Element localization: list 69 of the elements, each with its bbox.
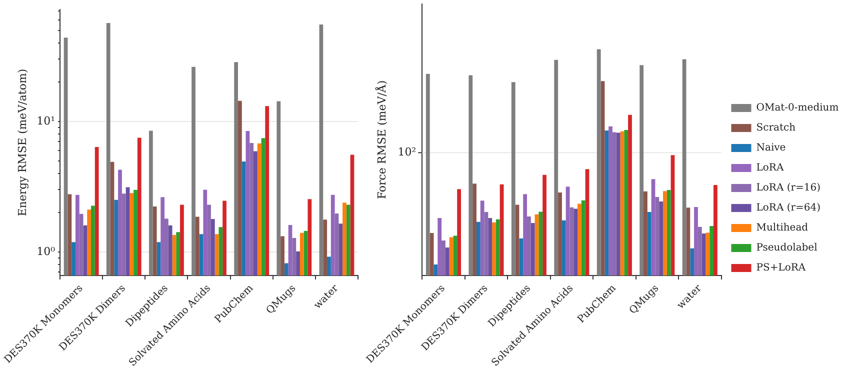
bar [686,208,690,276]
bar [492,222,496,276]
bar [426,74,430,276]
bar [523,194,527,276]
bar [596,49,601,276]
bar [624,130,628,276]
bar [457,189,461,276]
bar [578,204,582,276]
bar [706,232,710,276]
bar [558,192,562,276]
bar [620,131,624,276]
text: 10² [398,146,416,159]
bar [616,132,620,276]
bar [430,232,434,276]
bar [647,212,652,276]
legend-label: LoRA [756,162,784,174]
bar [702,233,706,276]
bar [554,60,558,276]
bar [581,200,586,276]
bar [682,59,686,276]
bar [511,82,516,276]
bar [472,184,476,276]
y-axis-title: Energy RMSE (meV/atom) [16,68,29,216]
legend-label: LoRA (r=16) [756,182,821,194]
bar [710,226,714,276]
bar [694,206,698,276]
legend-label: Multihead [756,222,809,234]
bar [651,179,656,276]
bar [604,130,609,276]
bar [628,114,632,276]
legend-label: Naive [756,142,786,154]
bar [640,65,644,276]
bar [666,190,671,276]
bar [659,202,663,276]
bar [690,248,694,276]
bar [542,174,546,276]
legend-label: PS+LoRA [756,262,806,274]
bar [468,75,473,276]
bar [438,218,442,276]
bar [496,219,500,276]
legend-label: OMat-0-medium [756,102,840,114]
bar [662,191,667,276]
bar [608,126,612,276]
bar [434,264,438,276]
legend-label: Scratch [756,122,796,134]
bar [538,212,543,276]
y-axis-title: Force RMSE (meV/Å) [374,80,389,200]
bar [519,238,524,276]
bar [530,223,535,276]
bar [600,81,605,276]
bar [488,218,492,276]
bar [585,169,590,276]
bar [714,185,718,276]
legend-label: Pseudolabel [756,242,818,254]
bar [500,184,504,276]
bar [574,208,578,276]
bar [670,155,675,276]
bar [566,186,570,276]
bar [476,222,480,276]
bar [480,200,484,276]
y-tick-label: 10⁰ [36,244,56,258]
bar [453,236,458,276]
bar [515,204,520,276]
bar [562,220,566,276]
legend-label: LoRA (r=64) [756,202,821,214]
bar [534,214,539,276]
y-tick-label: 10¹ [36,114,56,128]
bar [445,247,450,276]
bar [644,191,648,276]
